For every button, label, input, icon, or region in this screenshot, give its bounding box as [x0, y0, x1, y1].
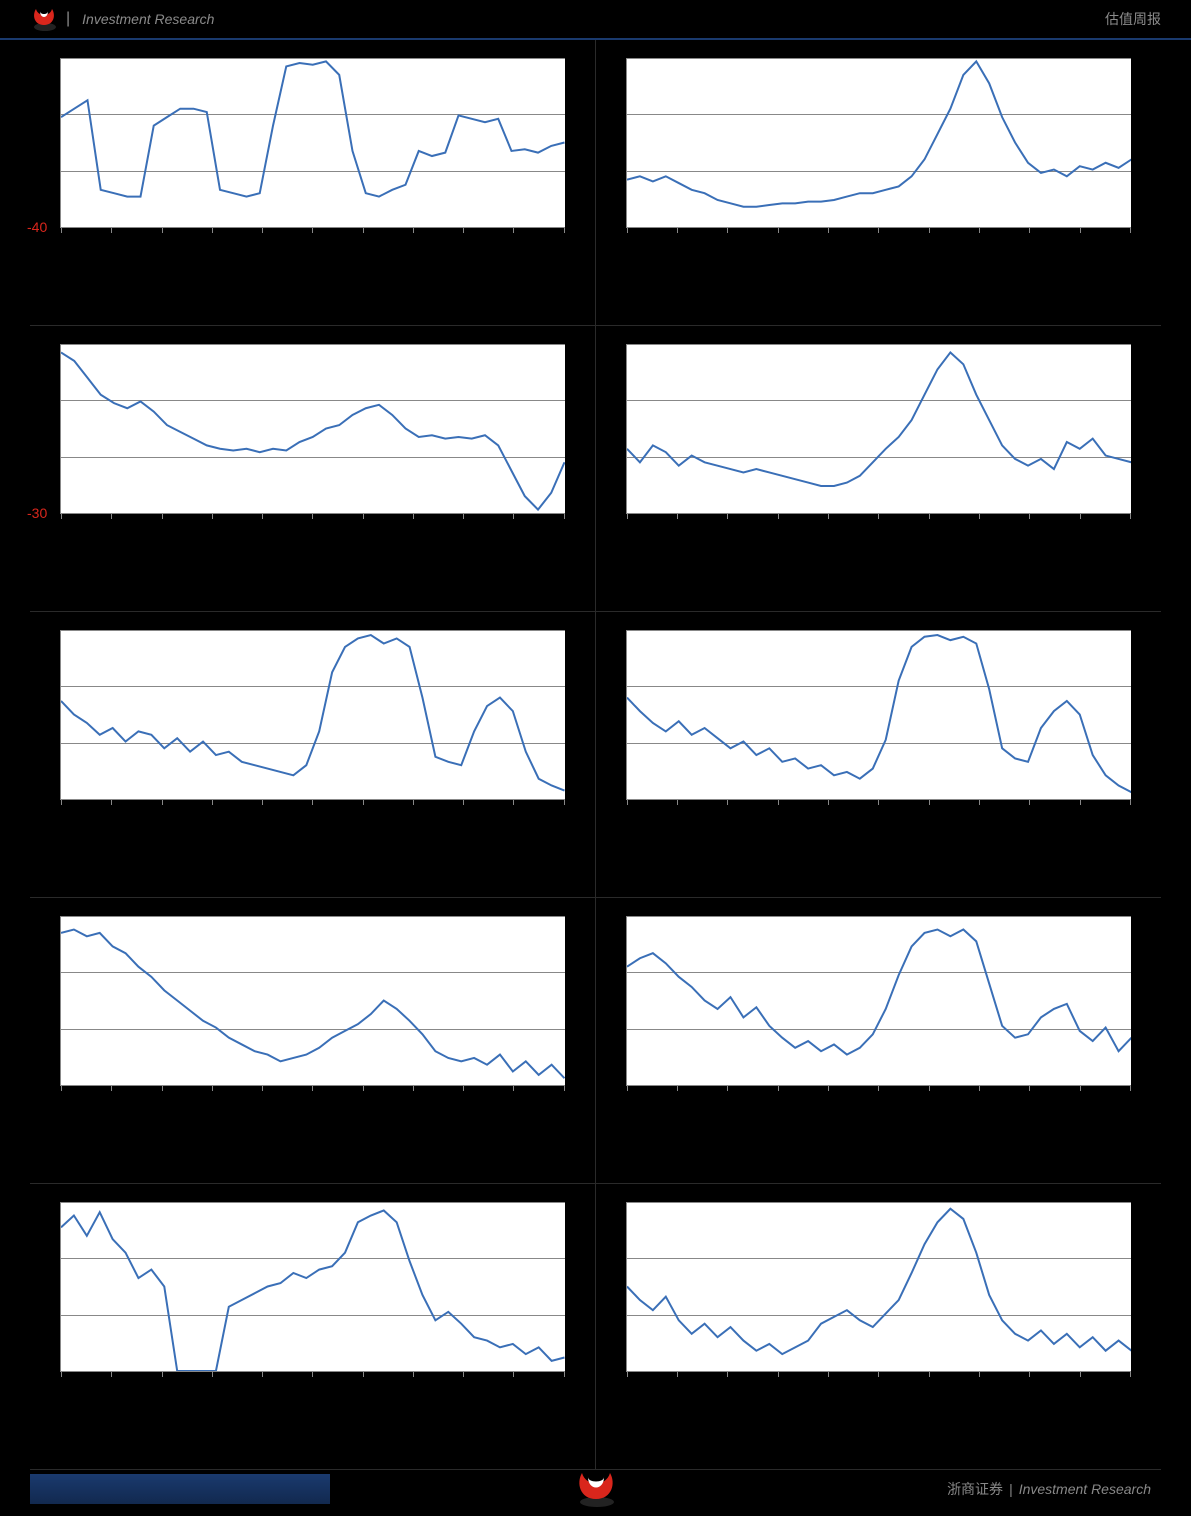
x-ticks [61, 513, 565, 519]
x-ticks [61, 1085, 565, 1091]
x-ticks [627, 513, 1132, 519]
x-ticks [61, 1371, 565, 1377]
footer-text: 浙商证券 | Investment Research [947, 1479, 1151, 1499]
chart-cell-r2c2 [596, 326, 1162, 612]
chart-cell-r5c2 [596, 1184, 1162, 1470]
page-header: | Investment Research 估值周报 [0, 0, 1191, 40]
chart-area [60, 1202, 565, 1372]
chart-area [626, 344, 1132, 514]
chart-area [626, 1202, 1132, 1372]
chart-line [627, 58, 1132, 227]
chart-cell-r4c2 [596, 898, 1162, 1184]
chart-line [627, 916, 1132, 1085]
header-left: | Investment Research [30, 5, 214, 33]
brand-logo-icon [30, 5, 58, 33]
chart-area [626, 58, 1132, 228]
chart-line [61, 58, 565, 227]
y-axis-red-label: -40 [27, 219, 47, 235]
chart-line [627, 630, 1132, 799]
footer-brand-cn: 浙商证券 [947, 1479, 1003, 1499]
chart-area [626, 630, 1132, 800]
chart-line [627, 1202, 1132, 1371]
y-axis-red-label: -30 [27, 505, 47, 521]
chart-line [61, 916, 565, 1085]
x-ticks [627, 1371, 1132, 1377]
header-right-text: 估值周报 [1105, 9, 1161, 29]
chart-cell-r3c2 [596, 612, 1162, 898]
content: -40 -30 [0, 40, 1191, 1470]
chart-cell-r2c1: -30 [30, 326, 596, 612]
chart-area: -40 [60, 58, 565, 228]
header-brand-text: Investment Research [82, 11, 214, 27]
footer-accent-block [30, 1474, 330, 1504]
footer-brand-en: Investment Research [1019, 1481, 1151, 1497]
chart-line [61, 1202, 565, 1371]
x-ticks [627, 799, 1132, 805]
chart-line [627, 344, 1132, 513]
footer-logo-icon [574, 1469, 618, 1509]
x-ticks [61, 227, 565, 233]
chart-cell-r1c1: -40 [30, 40, 596, 326]
x-ticks [627, 1085, 1132, 1091]
chart-cell-r4c1 [30, 898, 596, 1184]
chart-area [60, 630, 565, 800]
page-footer: 浙商证券 | Investment Research [0, 1462, 1191, 1516]
chart-cell-r5c1 [30, 1184, 596, 1470]
chart-grid: -40 -30 [30, 40, 1161, 1470]
x-ticks [627, 227, 1132, 233]
chart-cell-r1c2 [596, 40, 1162, 326]
x-ticks [61, 799, 565, 805]
chart-cell-r3c1 [30, 612, 596, 898]
chart-area [60, 916, 565, 1086]
chart-line [61, 344, 565, 513]
footer-divider: | [1009, 1481, 1013, 1497]
chart-area [626, 916, 1132, 1086]
header-divider: | [66, 10, 70, 28]
chart-line [61, 630, 565, 799]
chart-area: -30 [60, 344, 565, 514]
